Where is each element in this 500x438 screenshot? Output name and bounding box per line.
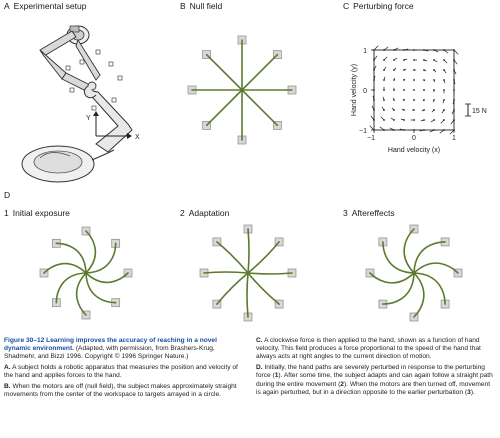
x-tick-zero: 0 bbox=[412, 135, 416, 142]
hand-path bbox=[85, 242, 117, 274]
perturbing-force-field-plot: −1 0 1 1 0 −1 Hand velocity (x) Hand vel… bbox=[351, 45, 487, 154]
hand-path bbox=[55, 272, 87, 304]
subject-arm-icon bbox=[83, 85, 133, 153]
y-axis-label: Y bbox=[86, 115, 91, 122]
hand-path bbox=[413, 272, 446, 305]
hand-path bbox=[246, 272, 249, 318]
panel-b-title: B Null field bbox=[180, 1, 223, 11]
hand-path bbox=[247, 272, 280, 305]
aftereffects-plot bbox=[365, 224, 463, 322]
panel-d-title: D bbox=[4, 190, 11, 200]
hand-path bbox=[247, 272, 293, 275]
caption-left-column: Figure 30–12 Learning improves the accur… bbox=[4, 337, 244, 402]
initial-exposure-plot bbox=[39, 226, 133, 320]
hand-path bbox=[413, 241, 446, 274]
panel-d2-title: 2 Adaptation bbox=[180, 208, 230, 218]
robot-linkage-icon bbox=[39, 30, 101, 93]
hand-path bbox=[413, 262, 459, 274]
experimental-setup-illustration: Y X bbox=[21, 25, 140, 183]
y-axis-title: Hand velocity (y) bbox=[351, 64, 358, 116]
hand-path bbox=[413, 272, 425, 318]
hand-path bbox=[382, 272, 415, 305]
panel-c-title: C Perturbing force bbox=[343, 1, 414, 11]
hand-path bbox=[216, 241, 249, 274]
hand-path bbox=[85, 272, 129, 284]
hand-path bbox=[43, 262, 87, 274]
panel-d1-title: 1 Initial exposure bbox=[4, 208, 70, 218]
null-field-plot bbox=[187, 35, 297, 145]
hand-path bbox=[75, 272, 87, 316]
workspace-targets-icon bbox=[65, 49, 123, 111]
caption-right-column: C. A clockwise force is then applied to … bbox=[256, 337, 496, 399]
hand-path bbox=[247, 228, 250, 274]
hand-path bbox=[55, 242, 87, 274]
x-tick-neg: −1 bbox=[367, 135, 375, 142]
y-tick-neg: −1 bbox=[359, 128, 367, 135]
hand-path bbox=[369, 272, 415, 284]
caption-d-paragraph: D. Initially, the hand paths are severel… bbox=[256, 364, 493, 396]
x-axis-label: X bbox=[135, 134, 140, 141]
figure-caption: Figure 30–12 Learning improves the accur… bbox=[0, 337, 500, 438]
hand-path bbox=[85, 272, 117, 304]
hand-path bbox=[382, 241, 415, 274]
hand-path bbox=[247, 241, 280, 274]
hand-path bbox=[203, 271, 249, 274]
xy-axes-icon bbox=[93, 111, 132, 139]
x-axis-title: Hand velocity (x) bbox=[388, 147, 440, 154]
force-scale-label: 15 N bbox=[472, 108, 487, 115]
hand-path bbox=[205, 53, 243, 91]
subject-head-icon bbox=[21, 145, 115, 183]
caption-title-paragraph: Figure 30–12 Learning improves the accur… bbox=[4, 337, 217, 361]
hand-path bbox=[85, 230, 97, 274]
hand-path bbox=[241, 89, 279, 127]
force-scale-bar bbox=[465, 103, 471, 117]
hand-path bbox=[205, 89, 243, 127]
adaptation-plot bbox=[199, 224, 297, 322]
caption-b-paragraph: B. When the motors are off (null field),… bbox=[4, 383, 237, 399]
hand-path bbox=[403, 228, 415, 274]
caption-c-paragraph: C. A clockwise force is then applied to … bbox=[256, 337, 481, 361]
caption-a-paragraph: A. A subject holds a robotic apparatus t… bbox=[4, 364, 238, 380]
hand-path bbox=[241, 53, 279, 91]
hand-path bbox=[216, 272, 249, 305]
panel-d3-title: 3 Aftereffects bbox=[343, 208, 395, 218]
panel-a-title: A Experimental setup bbox=[4, 1, 87, 11]
y-tick-pos: 1 bbox=[363, 48, 367, 55]
y-tick-zero: 0 bbox=[363, 88, 367, 95]
x-tick-pos: 1 bbox=[452, 135, 456, 142]
